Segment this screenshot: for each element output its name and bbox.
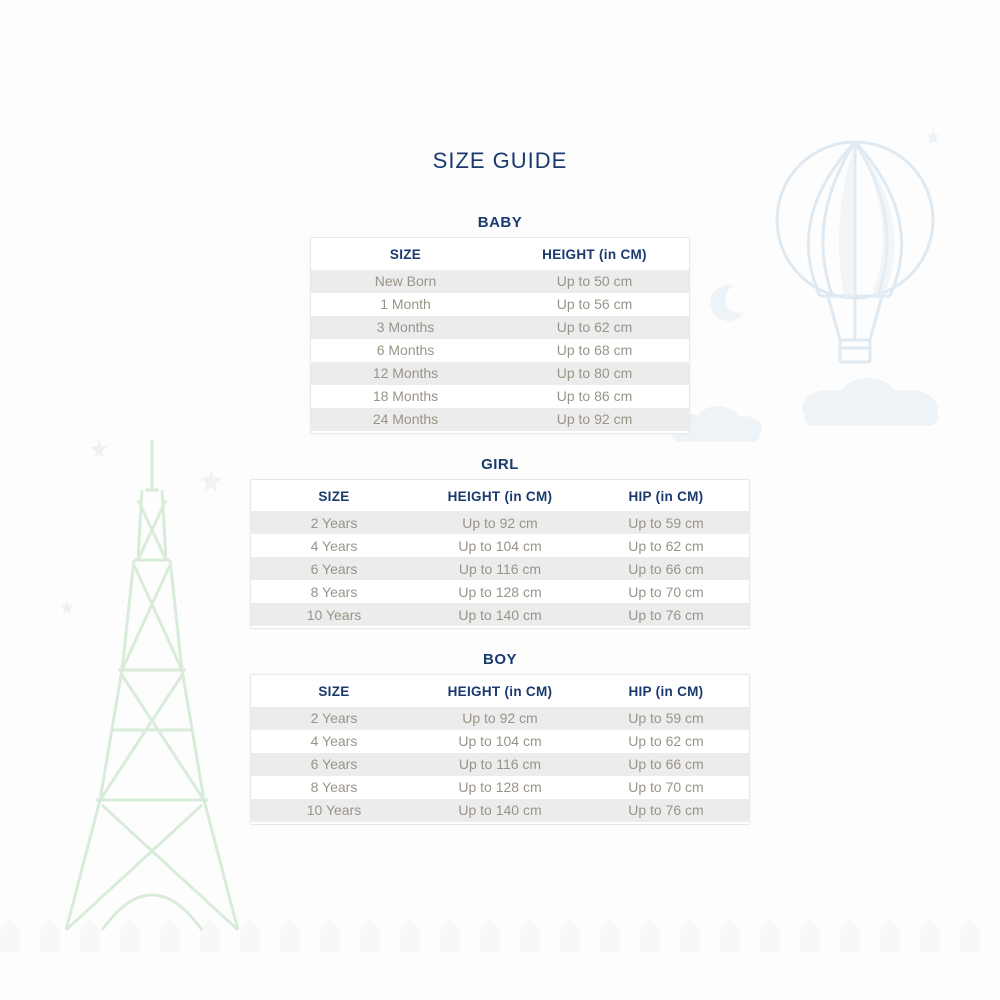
cell: 3 Months: [311, 316, 500, 339]
cell: Up to 70 cm: [583, 776, 749, 799]
cell: Up to 56 cm: [500, 293, 689, 316]
cell: 6 Years: [251, 557, 417, 580]
cell: Up to 62 cm: [583, 534, 749, 557]
cell: Up to 104 cm: [417, 730, 583, 753]
cell: 6 Months: [311, 339, 500, 362]
cell: 10 Years: [251, 603, 417, 626]
cell: Up to 66 cm: [583, 753, 749, 776]
cell: Up to 66 cm: [583, 557, 749, 580]
column-header: SIZE: [251, 480, 417, 512]
table-header-row: SIZE HEIGHT (in CM) HIP (in CM): [251, 480, 749, 512]
section-label-boy: BOY: [483, 651, 517, 668]
cell: 2 Years: [251, 707, 417, 730]
column-header: SIZE: [251, 675, 417, 707]
column-header: HEIGHT (in CM): [500, 238, 689, 270]
cell: 24 Months: [311, 408, 500, 431]
page-title: SIZE GUIDE: [433, 148, 568, 174]
cell: 8 Years: [251, 580, 417, 603]
cell: Up to 92 cm: [500, 408, 689, 431]
size-guide-content: SIZE GUIDE BABY SIZE HEIGHT (in CM) New …: [0, 0, 1000, 825]
table-row: 8 YearsUp to 128 cmUp to 70 cm: [251, 580, 749, 603]
table-body: New BornUp to 50 cm 1 MonthUp to 56 cm 3…: [311, 270, 689, 433]
table-row: 12 MonthsUp to 80 cm: [311, 362, 689, 385]
cell: Up to 86 cm: [500, 385, 689, 408]
table-header-row: SIZE HEIGHT (in CM): [311, 238, 689, 270]
cell: 8 Years: [251, 776, 417, 799]
cell: Up to 62 cm: [583, 730, 749, 753]
table-row: 24 MonthsUp to 92 cm: [311, 408, 689, 431]
table-baby: SIZE HEIGHT (in CM) New BornUp to 50 cm …: [310, 237, 690, 434]
cell: Up to 116 cm: [417, 753, 583, 776]
cell: Up to 70 cm: [583, 580, 749, 603]
cell: 1 Month: [311, 293, 500, 316]
table-row: 4 YearsUp to 104 cmUp to 62 cm: [251, 730, 749, 753]
cell: Up to 59 cm: [583, 707, 749, 730]
cell: Up to 59 cm: [583, 511, 749, 534]
cell: Up to 76 cm: [583, 603, 749, 626]
column-header: HIP (in CM): [583, 480, 749, 512]
table-row: 10 YearsUp to 140 cmUp to 76 cm: [251, 799, 749, 822]
table-row: 4 YearsUp to 104 cmUp to 62 cm: [251, 534, 749, 557]
cell: 6 Years: [251, 753, 417, 776]
cell: Up to 128 cm: [417, 580, 583, 603]
cell: 4 Years: [251, 730, 417, 753]
column-header: HEIGHT (in CM): [417, 675, 583, 707]
cell: Up to 116 cm: [417, 557, 583, 580]
section-label-baby: BABY: [478, 214, 523, 231]
column-header: SIZE: [311, 238, 500, 270]
cell: Up to 68 cm: [500, 339, 689, 362]
column-header: HEIGHT (in CM): [417, 480, 583, 512]
cell: Up to 80 cm: [500, 362, 689, 385]
cell: Up to 140 cm: [417, 603, 583, 626]
column-header: HIP (in CM): [583, 675, 749, 707]
table-girl: SIZE HEIGHT (in CM) HIP (in CM) 2 YearsU…: [250, 479, 750, 630]
table-boy: SIZE HEIGHT (in CM) HIP (in CM) 2 YearsU…: [250, 674, 750, 825]
table-row: 3 MonthsUp to 62 cm: [311, 316, 689, 339]
table-body: 2 YearsUp to 92 cmUp to 59 cm 4 YearsUp …: [251, 511, 749, 628]
cell: Up to 92 cm: [417, 707, 583, 730]
cell: New Born: [311, 270, 500, 293]
table-row: 8 YearsUp to 128 cmUp to 70 cm: [251, 776, 749, 799]
cell: Up to 140 cm: [417, 799, 583, 822]
cell: Up to 76 cm: [583, 799, 749, 822]
table-row: 6 MonthsUp to 68 cm: [311, 339, 689, 362]
table-row: 2 YearsUp to 92 cmUp to 59 cm: [251, 511, 749, 534]
section-label-girl: GIRL: [481, 456, 519, 473]
table-row: 1 MonthUp to 56 cm: [311, 293, 689, 316]
cell: Up to 50 cm: [500, 270, 689, 293]
table-row: 10 YearsUp to 140 cmUp to 76 cm: [251, 603, 749, 626]
cell: 10 Years: [251, 799, 417, 822]
table-row: 6 YearsUp to 116 cmUp to 66 cm: [251, 557, 749, 580]
cell: Up to 92 cm: [417, 511, 583, 534]
cell: 2 Years: [251, 511, 417, 534]
table-row: 2 YearsUp to 92 cmUp to 59 cm: [251, 707, 749, 730]
table-row: New BornUp to 50 cm: [311, 270, 689, 293]
houses-skyline-icon: [0, 912, 1000, 952]
table-row: 18 MonthsUp to 86 cm: [311, 385, 689, 408]
table-header-row: SIZE HEIGHT (in CM) HIP (in CM): [251, 675, 749, 707]
table-body: 2 YearsUp to 92 cmUp to 59 cm 4 YearsUp …: [251, 707, 749, 824]
table-row: 6 YearsUp to 116 cmUp to 66 cm: [251, 753, 749, 776]
cell: Up to 62 cm: [500, 316, 689, 339]
cell: 12 Months: [311, 362, 500, 385]
cell: 18 Months: [311, 385, 500, 408]
cell: Up to 104 cm: [417, 534, 583, 557]
cell: 4 Years: [251, 534, 417, 557]
cell: Up to 128 cm: [417, 776, 583, 799]
